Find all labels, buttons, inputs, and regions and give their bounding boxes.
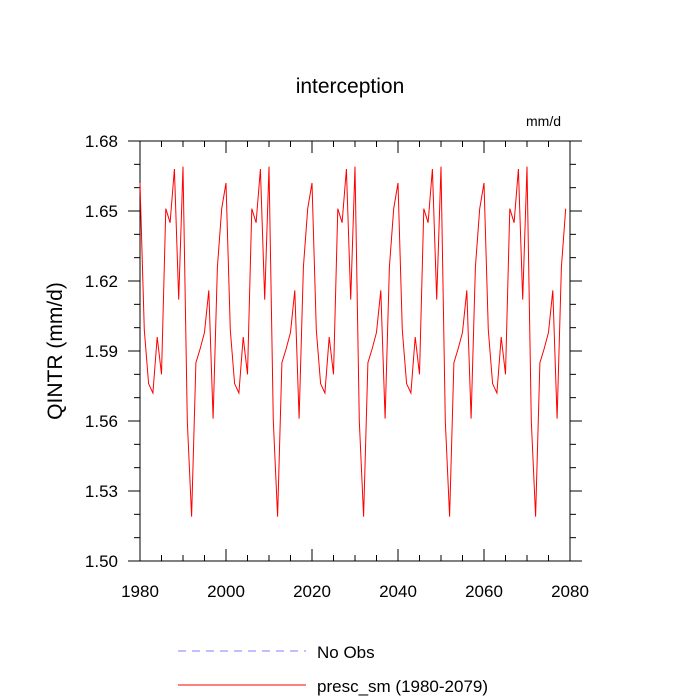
y-tick-label: 1.59	[85, 342, 118, 361]
x-tick-label: 2020	[293, 582, 331, 601]
legend-label-presc-sm: presc_sm (1980-2079)	[317, 677, 488, 696]
chart-title: interception	[296, 75, 405, 98]
series-line-1	[139, 166, 567, 517]
series-lines	[139, 166, 567, 517]
y-tick-label: 1.53	[85, 482, 118, 501]
y-tick-label: 1.65	[85, 202, 118, 221]
axis-ticks	[128, 140, 582, 562]
y-axis-label: QINTR (mm/d)	[44, 282, 67, 420]
y-tick-labels: 1.50 1.53 1.56 1.59 1.62 1.65 1.68	[85, 132, 118, 571]
y-tick-label: 1.68	[85, 132, 118, 151]
y-tick-label: 1.56	[85, 412, 118, 431]
y-tick-label: 1.62	[85, 272, 118, 291]
x-tick-labels: 1980 2000 2020 2040 2060 2080	[121, 582, 589, 601]
plot-frame	[139, 140, 571, 562]
units-label: mm/d	[526, 113, 561, 129]
x-tick-label: 2040	[379, 582, 417, 601]
y-tick-label: 1.50	[85, 552, 118, 571]
x-tick-label: 1980	[121, 582, 159, 601]
x-tick-label: 2080	[551, 582, 589, 601]
x-tick-label: 2000	[207, 582, 245, 601]
legend-label-no-obs: No Obs	[317, 643, 375, 662]
x-tick-label: 2060	[465, 582, 503, 601]
legend: No Obs presc_sm (1980-2079)	[178, 643, 488, 696]
